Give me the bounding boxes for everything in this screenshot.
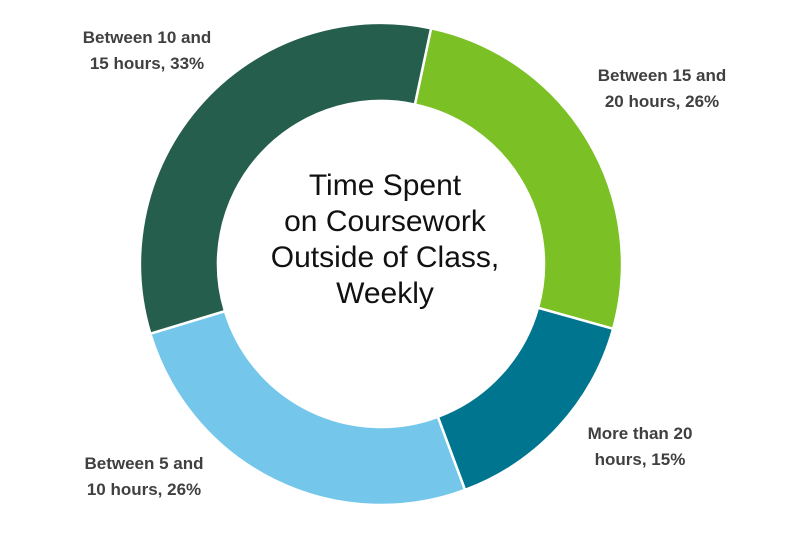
chart-title-line-1: Time Spent (308, 169, 462, 202)
chart-title-line-4: Weekly (336, 277, 434, 310)
slice-label-line: Between 10 and (82, 28, 212, 47)
slice-label-10-15-hours: Between 10 and 15 hours, 33% (64, 25, 230, 77)
slice-label-line: 20 hours, 26% (604, 92, 720, 111)
donut-slice-10-15-hours (138, 21, 433, 336)
slice-label-line: 10 hours, 26% (86, 480, 202, 499)
slice-label-line: Between 5 and (84, 454, 204, 473)
chart-title: Time Spent on Coursework Outside of Clas… (230, 168, 540, 312)
chart-title-line-2: on Coursework (284, 205, 486, 238)
donut-slice-15-20-hours (413, 26, 624, 331)
donut-slice-5-10-hours (148, 309, 467, 507)
slice-label-more-than-20-hours: More than 20 hours, 15% (565, 421, 715, 473)
slice-label-line: 15 hours, 33% (89, 54, 205, 73)
slice-label-15-20-hours: Between 15 and 20 hours, 26% (582, 63, 742, 115)
slice-label-5-10-hours: Between 5 and 10 hours, 26% (64, 451, 224, 503)
slice-label-line: Between 15 and (597, 66, 727, 85)
slice-label-line: More than 20 (587, 424, 693, 443)
slice-label-line: hours, 15% (594, 450, 686, 469)
chart-title-line-3: Outside of Class, (270, 241, 500, 274)
